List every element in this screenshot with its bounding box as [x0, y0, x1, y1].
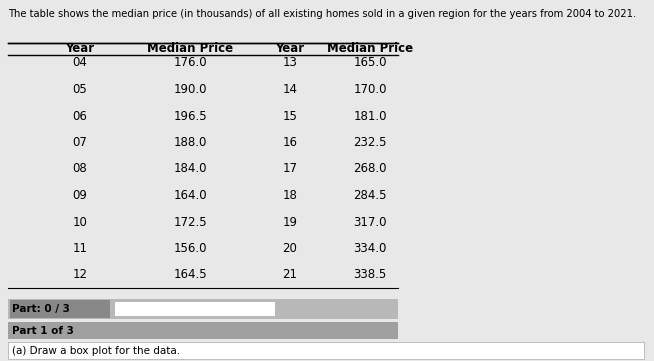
Text: 05: 05 — [73, 83, 88, 96]
Text: Median Price: Median Price — [147, 43, 233, 56]
Text: Median Price: Median Price — [327, 43, 413, 56]
Text: 09: 09 — [73, 189, 88, 202]
Text: 08: 08 — [73, 162, 88, 175]
Text: 164.5: 164.5 — [173, 269, 207, 282]
Text: 13: 13 — [283, 57, 298, 70]
Text: 12: 12 — [73, 269, 88, 282]
FancyBboxPatch shape — [8, 322, 398, 339]
Text: 334.0: 334.0 — [353, 242, 387, 255]
Text: 19: 19 — [283, 216, 298, 229]
Text: 18: 18 — [283, 189, 298, 202]
Text: 20: 20 — [283, 242, 298, 255]
Text: 170.0: 170.0 — [353, 83, 387, 96]
Text: The table shows the median price (in thousands) of all existing homes sold in a : The table shows the median price (in tho… — [8, 9, 636, 19]
Text: 14: 14 — [283, 83, 298, 96]
Text: 15: 15 — [283, 109, 298, 122]
Text: Part: 0 / 3: Part: 0 / 3 — [12, 304, 70, 314]
Text: 21: 21 — [283, 269, 298, 282]
Text: 156.0: 156.0 — [173, 242, 207, 255]
FancyBboxPatch shape — [8, 342, 644, 359]
Text: 196.5: 196.5 — [173, 109, 207, 122]
Text: 284.5: 284.5 — [353, 189, 387, 202]
Text: 188.0: 188.0 — [173, 136, 207, 149]
Text: 317.0: 317.0 — [353, 216, 387, 229]
Text: Year: Year — [275, 43, 305, 56]
Text: 06: 06 — [73, 109, 88, 122]
Text: 10: 10 — [73, 216, 88, 229]
Text: 172.5: 172.5 — [173, 216, 207, 229]
Text: 165.0: 165.0 — [353, 57, 387, 70]
Text: 181.0: 181.0 — [353, 109, 387, 122]
Text: 16: 16 — [283, 136, 298, 149]
Text: 17: 17 — [283, 162, 298, 175]
Text: 07: 07 — [73, 136, 88, 149]
Text: 190.0: 190.0 — [173, 83, 207, 96]
Text: (a) Draw a box plot for the data.: (a) Draw a box plot for the data. — [12, 345, 180, 356]
Text: Year: Year — [65, 43, 95, 56]
Text: 184.0: 184.0 — [173, 162, 207, 175]
Text: 176.0: 176.0 — [173, 57, 207, 70]
FancyBboxPatch shape — [115, 302, 275, 316]
Text: Part 1 of 3: Part 1 of 3 — [12, 326, 74, 335]
Text: 338.5: 338.5 — [353, 269, 387, 282]
Text: 04: 04 — [73, 57, 88, 70]
Text: 232.5: 232.5 — [353, 136, 387, 149]
FancyBboxPatch shape — [8, 299, 398, 319]
Text: 268.0: 268.0 — [353, 162, 387, 175]
Text: 164.0: 164.0 — [173, 189, 207, 202]
Text: 11: 11 — [73, 242, 88, 255]
FancyBboxPatch shape — [10, 300, 110, 318]
